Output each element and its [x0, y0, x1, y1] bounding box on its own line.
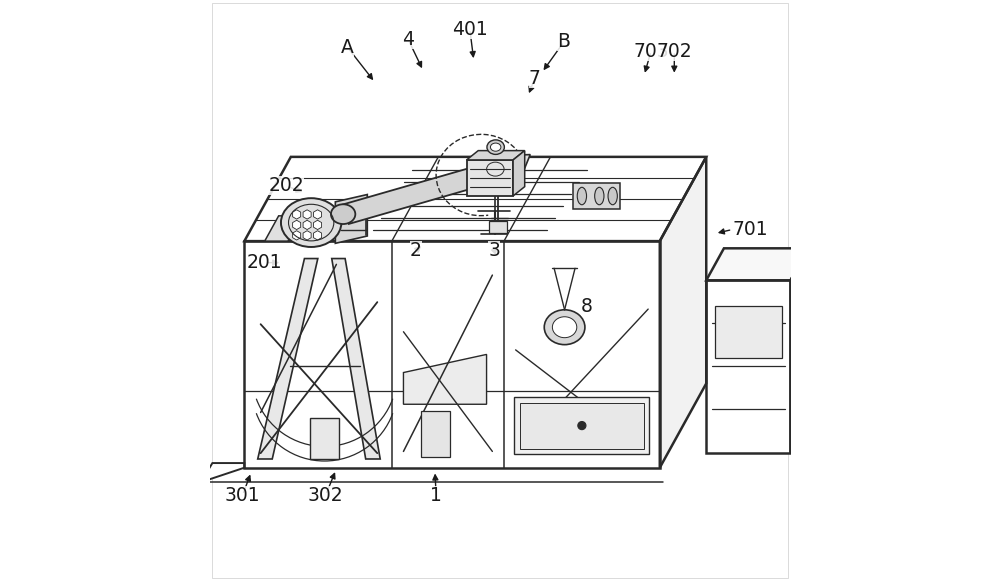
Polygon shape — [201, 463, 244, 482]
Polygon shape — [715, 306, 782, 358]
Polygon shape — [244, 157, 706, 241]
Polygon shape — [660, 157, 706, 468]
Ellipse shape — [577, 187, 587, 205]
Text: 4: 4 — [402, 30, 414, 49]
Text: 3: 3 — [488, 242, 500, 260]
Text: 301: 301 — [225, 486, 260, 504]
Text: 701: 701 — [732, 220, 768, 239]
Polygon shape — [343, 162, 495, 224]
Polygon shape — [335, 195, 367, 243]
Polygon shape — [265, 216, 302, 241]
Polygon shape — [513, 150, 525, 196]
Polygon shape — [310, 418, 339, 459]
Ellipse shape — [595, 187, 604, 205]
Ellipse shape — [281, 198, 341, 247]
Ellipse shape — [552, 317, 577, 338]
Polygon shape — [467, 150, 525, 160]
Text: 7: 7 — [529, 69, 541, 88]
Polygon shape — [489, 221, 507, 233]
Polygon shape — [514, 397, 649, 454]
Polygon shape — [258, 259, 318, 459]
Text: B: B — [557, 33, 570, 51]
Text: A: A — [341, 38, 354, 57]
Circle shape — [578, 421, 586, 430]
Polygon shape — [706, 280, 790, 453]
Polygon shape — [469, 155, 530, 178]
Ellipse shape — [331, 205, 355, 224]
Ellipse shape — [544, 310, 585, 345]
Polygon shape — [520, 403, 644, 449]
Text: 302: 302 — [308, 486, 344, 504]
Polygon shape — [467, 160, 513, 196]
Polygon shape — [332, 259, 380, 459]
Text: 702: 702 — [656, 42, 692, 60]
Polygon shape — [244, 241, 660, 468]
Ellipse shape — [487, 140, 504, 155]
Text: 201: 201 — [247, 253, 283, 272]
Ellipse shape — [490, 143, 501, 151]
Polygon shape — [421, 411, 450, 457]
Text: 703: 703 — [633, 42, 669, 60]
Text: 1: 1 — [430, 486, 442, 504]
Polygon shape — [706, 248, 808, 280]
Ellipse shape — [608, 187, 617, 205]
Polygon shape — [403, 354, 487, 404]
Text: 8: 8 — [581, 297, 593, 316]
Text: 202: 202 — [268, 177, 304, 195]
Ellipse shape — [481, 157, 510, 181]
Polygon shape — [573, 183, 620, 209]
Polygon shape — [790, 248, 808, 453]
Text: 401: 401 — [452, 20, 488, 38]
Text: 2: 2 — [410, 242, 422, 260]
